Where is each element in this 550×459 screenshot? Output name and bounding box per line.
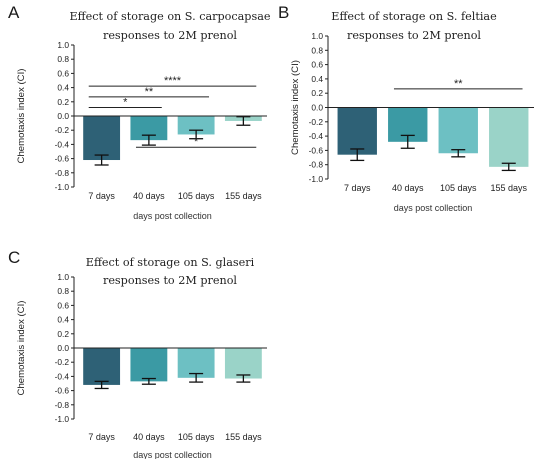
chart-b-y-tick-label: -0.2	[309, 117, 324, 127]
chart-b-significance-label: **	[454, 78, 463, 90]
chart-c-y-axis-label: Chemotaxis index (CI)	[16, 301, 27, 396]
chart-a-y-tick-label: -0.8	[55, 168, 70, 178]
chart-a-y-tick-label: 0.8	[57, 54, 69, 64]
chart-a-x-axis-label: days post collection	[133, 211, 212, 221]
chart-a-bar	[83, 116, 121, 161]
chart-b-bar	[489, 107, 529, 167]
chart-a-x-tick-label: 40 days	[133, 191, 165, 201]
chart-b-x-tick-label: 7 days	[344, 183, 371, 193]
chart-c-title-line-1: Effect of storage on S. glaseri	[86, 256, 255, 269]
chart-a-y-tick-label: -0.2	[55, 125, 70, 135]
chart-c-bar	[177, 348, 215, 378]
chart-b-title-line-2: responses to 2M prenol	[347, 29, 481, 42]
chart-a-title-line-2: responses to 2M prenol	[103, 29, 237, 42]
chart-a-panel-letter: A	[8, 3, 20, 22]
chart-a-y-tick-label: 1.0	[57, 40, 69, 50]
chart-b-bar	[337, 107, 377, 155]
chart-c-x-axis-label: days post collection	[133, 450, 212, 459]
chart-b-y-tick-label: 0.8	[311, 45, 323, 55]
chart-a-significance-label: *	[123, 96, 128, 108]
chart-c-title-line-2: responses to 2M prenol	[103, 274, 237, 287]
chart-c-y-tick-label: -0.6	[55, 386, 70, 396]
chart-b-y-tick-label: 0.6	[311, 60, 323, 70]
chart-c-x-tick-label: 40 days	[133, 432, 165, 442]
chart-a-significance-label: **	[145, 86, 154, 98]
chart-b-x-tick-label: 105 days	[440, 183, 477, 193]
chart-c-y-tick-label: 0.2	[57, 329, 69, 339]
chart-b-y-tick-label: 0.4	[311, 74, 323, 84]
chart-a-y-axis-label: Chemotaxis index (CI)	[16, 69, 27, 164]
chart-b-y-tick-label: 1.0	[311, 31, 323, 41]
chart-c-y-tick-label: 1.0	[57, 272, 69, 282]
chart-b-y-tick-label: -0.8	[309, 160, 324, 170]
chart-b-y-axis-label: Chemotaxis index (CI)	[290, 60, 301, 155]
chart-c-bar	[83, 348, 121, 385]
chart-b-x-tick-label: 40 days	[392, 183, 424, 193]
chart-a-y-tick-label: -0.4	[55, 139, 70, 149]
chart-a-y-tick-label: -0.6	[55, 154, 70, 164]
chart-c-panel-letter: C	[8, 248, 20, 267]
chart-c-y-tick-label: 0.6	[57, 300, 69, 310]
chart-c-y-tick-label: -0.8	[55, 400, 70, 410]
chart-c-x-tick-label: 7 days	[88, 432, 115, 442]
chart-c-y-tick-label: -0.2	[55, 357, 70, 367]
chart-b-title-line-1: Effect of storage on S. feltiae	[331, 10, 497, 23]
chart-c-y-tick-label: 0.0	[57, 343, 69, 353]
chart-b-y-tick-label: -1.0	[309, 174, 324, 184]
chart-a-y-tick-label: 0.6	[57, 68, 69, 78]
chart-c-y-tick-label: 0.8	[57, 286, 69, 296]
chart-a-significance-label: *	[194, 136, 199, 148]
chart-a-y-tick-label: 0.4	[57, 83, 69, 93]
chart-b-y-tick-label: 0.2	[311, 88, 323, 98]
chart-c-bar	[224, 348, 262, 379]
chart-a-title-line-1: Effect of storage on S. carpocapsae	[70, 10, 271, 23]
chart-c-bar	[130, 348, 168, 382]
chart-a-y-tick-label: -1.0	[55, 182, 70, 192]
chart-a-x-tick-label: 105 days	[178, 191, 215, 201]
chart-c-x-tick-label: 155 days	[225, 432, 262, 442]
chart-c-y-tick-label: -1.0	[55, 414, 70, 424]
chart-a-y-tick-label: 0.2	[57, 97, 69, 107]
chart-a-x-tick-label: 7 days	[88, 191, 115, 201]
chart-a-significance-label: ****	[164, 75, 182, 87]
chart-c-y-tick-label: -0.4	[55, 371, 70, 381]
chart-a-bar	[177, 116, 215, 135]
chart-b-x-tick-label: 155 days	[490, 183, 527, 193]
chart-a-x-tick-label: 155 days	[225, 191, 262, 201]
chart-b-y-tick-label: 0.0	[311, 103, 323, 113]
chart-b-y-tick-label: -0.4	[309, 131, 324, 141]
chart-c-x-tick-label: 105 days	[178, 432, 215, 442]
chart-b-x-axis-label: days post collection	[394, 203, 473, 213]
chart-a-y-tick-label: 0.0	[57, 111, 69, 121]
chart-b-panel-letter: B	[278, 3, 289, 22]
chart-c-y-tick-label: 0.4	[57, 315, 69, 325]
chart-b-bar	[438, 107, 478, 154]
chart-b-y-tick-label: -0.6	[309, 145, 324, 155]
